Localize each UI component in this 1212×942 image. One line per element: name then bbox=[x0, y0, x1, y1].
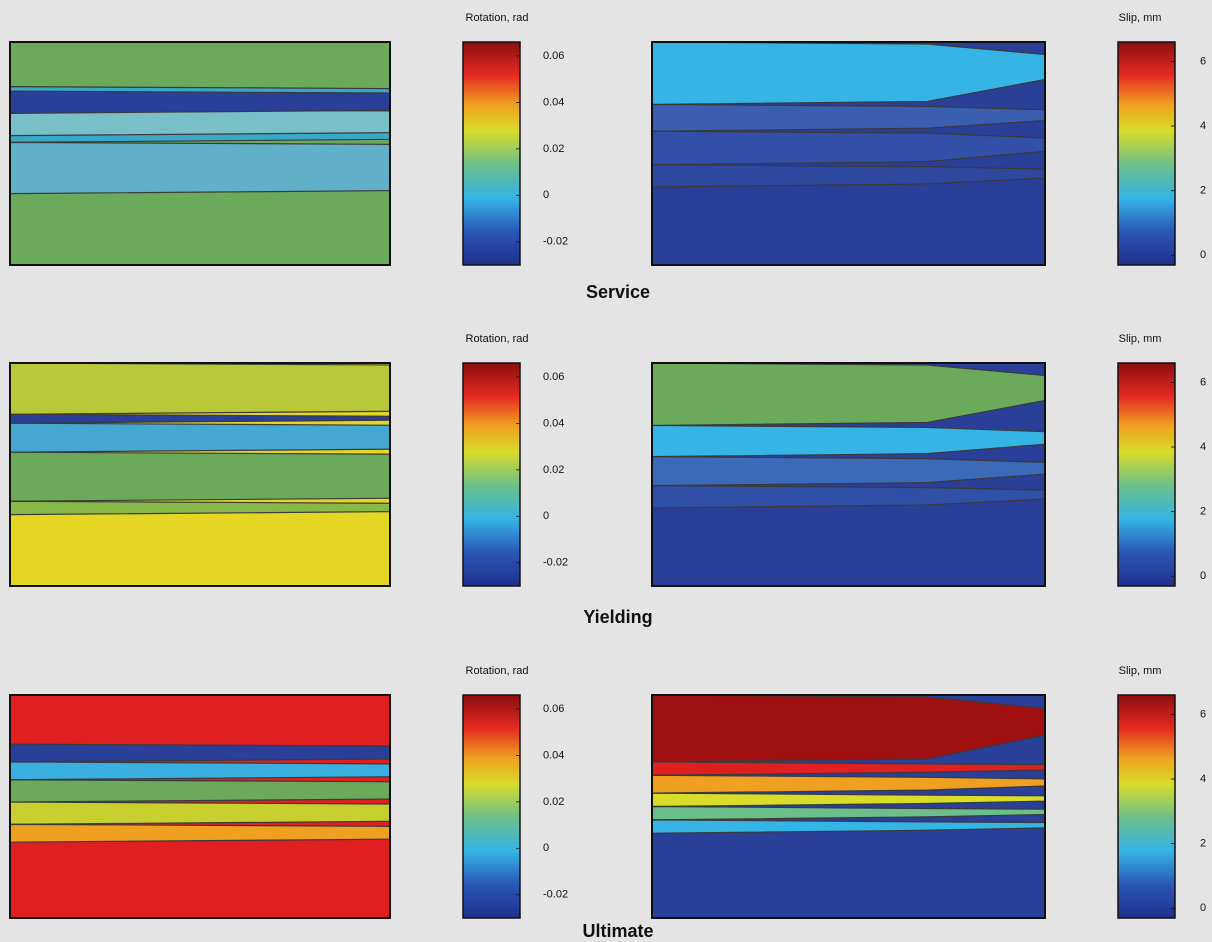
row-label: Service bbox=[586, 282, 650, 302]
colorbar bbox=[462, 362, 521, 587]
colorbar-tick-label: 0.02 bbox=[543, 143, 564, 155]
colorbar-tick-label: 4 bbox=[1200, 773, 1206, 785]
colorbar-tick-label: 0.04 bbox=[543, 749, 564, 761]
colorbar-tick-label: -0.02 bbox=[543, 889, 568, 901]
panel-frame bbox=[651, 362, 1046, 587]
contour-band bbox=[9, 823, 391, 843]
colorbar-tick-label: 0.04 bbox=[543, 417, 564, 429]
colorbar-tick-label: 2 bbox=[1200, 185, 1206, 197]
colorbar-title: Slip, mm bbox=[1119, 333, 1162, 345]
panel-frame bbox=[651, 41, 1046, 266]
colorbar bbox=[1117, 41, 1176, 266]
colorbar-title: Rotation, rad bbox=[466, 12, 529, 24]
colorbar-title: Rotation, rad bbox=[466, 333, 529, 345]
row-label: Yielding bbox=[583, 607, 652, 627]
colorbar-title: Slip, mm bbox=[1119, 665, 1162, 677]
colorbar-tick-label: 0.06 bbox=[543, 50, 564, 62]
colorbar-tick-label: 2 bbox=[1200, 506, 1206, 518]
colorbar bbox=[1117, 362, 1176, 587]
panel-frame bbox=[9, 694, 391, 919]
row: Rotation, rad 0.06 0.04 0.02 0 -0.02 Slip, mm 6… bbox=[9, 665, 1206, 941]
colorbar-tick-label: 0.06 bbox=[543, 703, 564, 715]
colorbar-tick-label: 4 bbox=[1200, 120, 1206, 132]
panel-frame bbox=[651, 694, 1046, 919]
colorbar-title: Rotation, rad bbox=[466, 665, 529, 677]
colorbar-tick-label: 0.04 bbox=[543, 96, 564, 108]
colorbar bbox=[1117, 694, 1176, 919]
contour-band bbox=[9, 779, 391, 803]
contour-band bbox=[9, 500, 391, 516]
colorbar-tick-label: 0 bbox=[1200, 249, 1206, 261]
panel-frame bbox=[9, 362, 391, 587]
row: Rotation, rad 0.06 0.04 0.02 0 -0.02 Slip, mm 6… bbox=[9, 333, 1206, 627]
colorbar-tick-label: 6 bbox=[1200, 708, 1206, 720]
colorbar bbox=[462, 694, 521, 919]
colorbar-tick-label: 0.02 bbox=[543, 464, 564, 476]
contour-band bbox=[9, 141, 391, 195]
colorbar-tick-label: -0.02 bbox=[543, 236, 568, 248]
contour-band bbox=[9, 422, 391, 453]
contour-band bbox=[9, 451, 391, 502]
contour-band bbox=[9, 761, 391, 781]
colorbar-tick-label: 6 bbox=[1200, 376, 1206, 388]
contour-band bbox=[9, 362, 391, 415]
row: Rotation, rad 0.06 0.04 0.02 0 -0.02 Slip, mm 6… bbox=[9, 12, 1206, 302]
colorbar-tick-label: 0 bbox=[543, 842, 549, 854]
colorbar-tick-label: 0 bbox=[543, 510, 549, 522]
contour-band bbox=[9, 743, 391, 763]
colorbar-tick-label: -0.02 bbox=[543, 557, 568, 569]
colorbar-tick-label: 2 bbox=[1200, 838, 1206, 850]
colorbar-tick-label: 6 bbox=[1200, 55, 1206, 67]
colorbar-tick-label: 0 bbox=[1200, 902, 1206, 914]
colorbar-tick-label: 0 bbox=[543, 189, 549, 201]
panel-frame bbox=[9, 41, 391, 266]
colorbar-title: Slip, mm bbox=[1119, 12, 1162, 24]
colorbar-tick-label: 4 bbox=[1200, 441, 1206, 453]
colorbar-tick-label: 0.06 bbox=[543, 371, 564, 383]
colorbar-tick-label: 0 bbox=[1200, 570, 1206, 582]
colorbar-tick-label: 0.02 bbox=[543, 796, 564, 808]
row-label: Ultimate bbox=[582, 921, 653, 941]
colorbar bbox=[462, 41, 521, 266]
contour-band bbox=[9, 90, 391, 114]
contour-band bbox=[9, 801, 391, 825]
